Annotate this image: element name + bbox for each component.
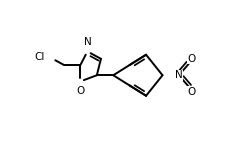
Text: Cl: Cl	[34, 52, 45, 62]
Text: N: N	[83, 37, 91, 47]
Text: O: O	[187, 87, 195, 97]
Text: N: N	[175, 70, 183, 80]
Text: O: O	[76, 86, 85, 96]
Text: O: O	[187, 54, 195, 64]
